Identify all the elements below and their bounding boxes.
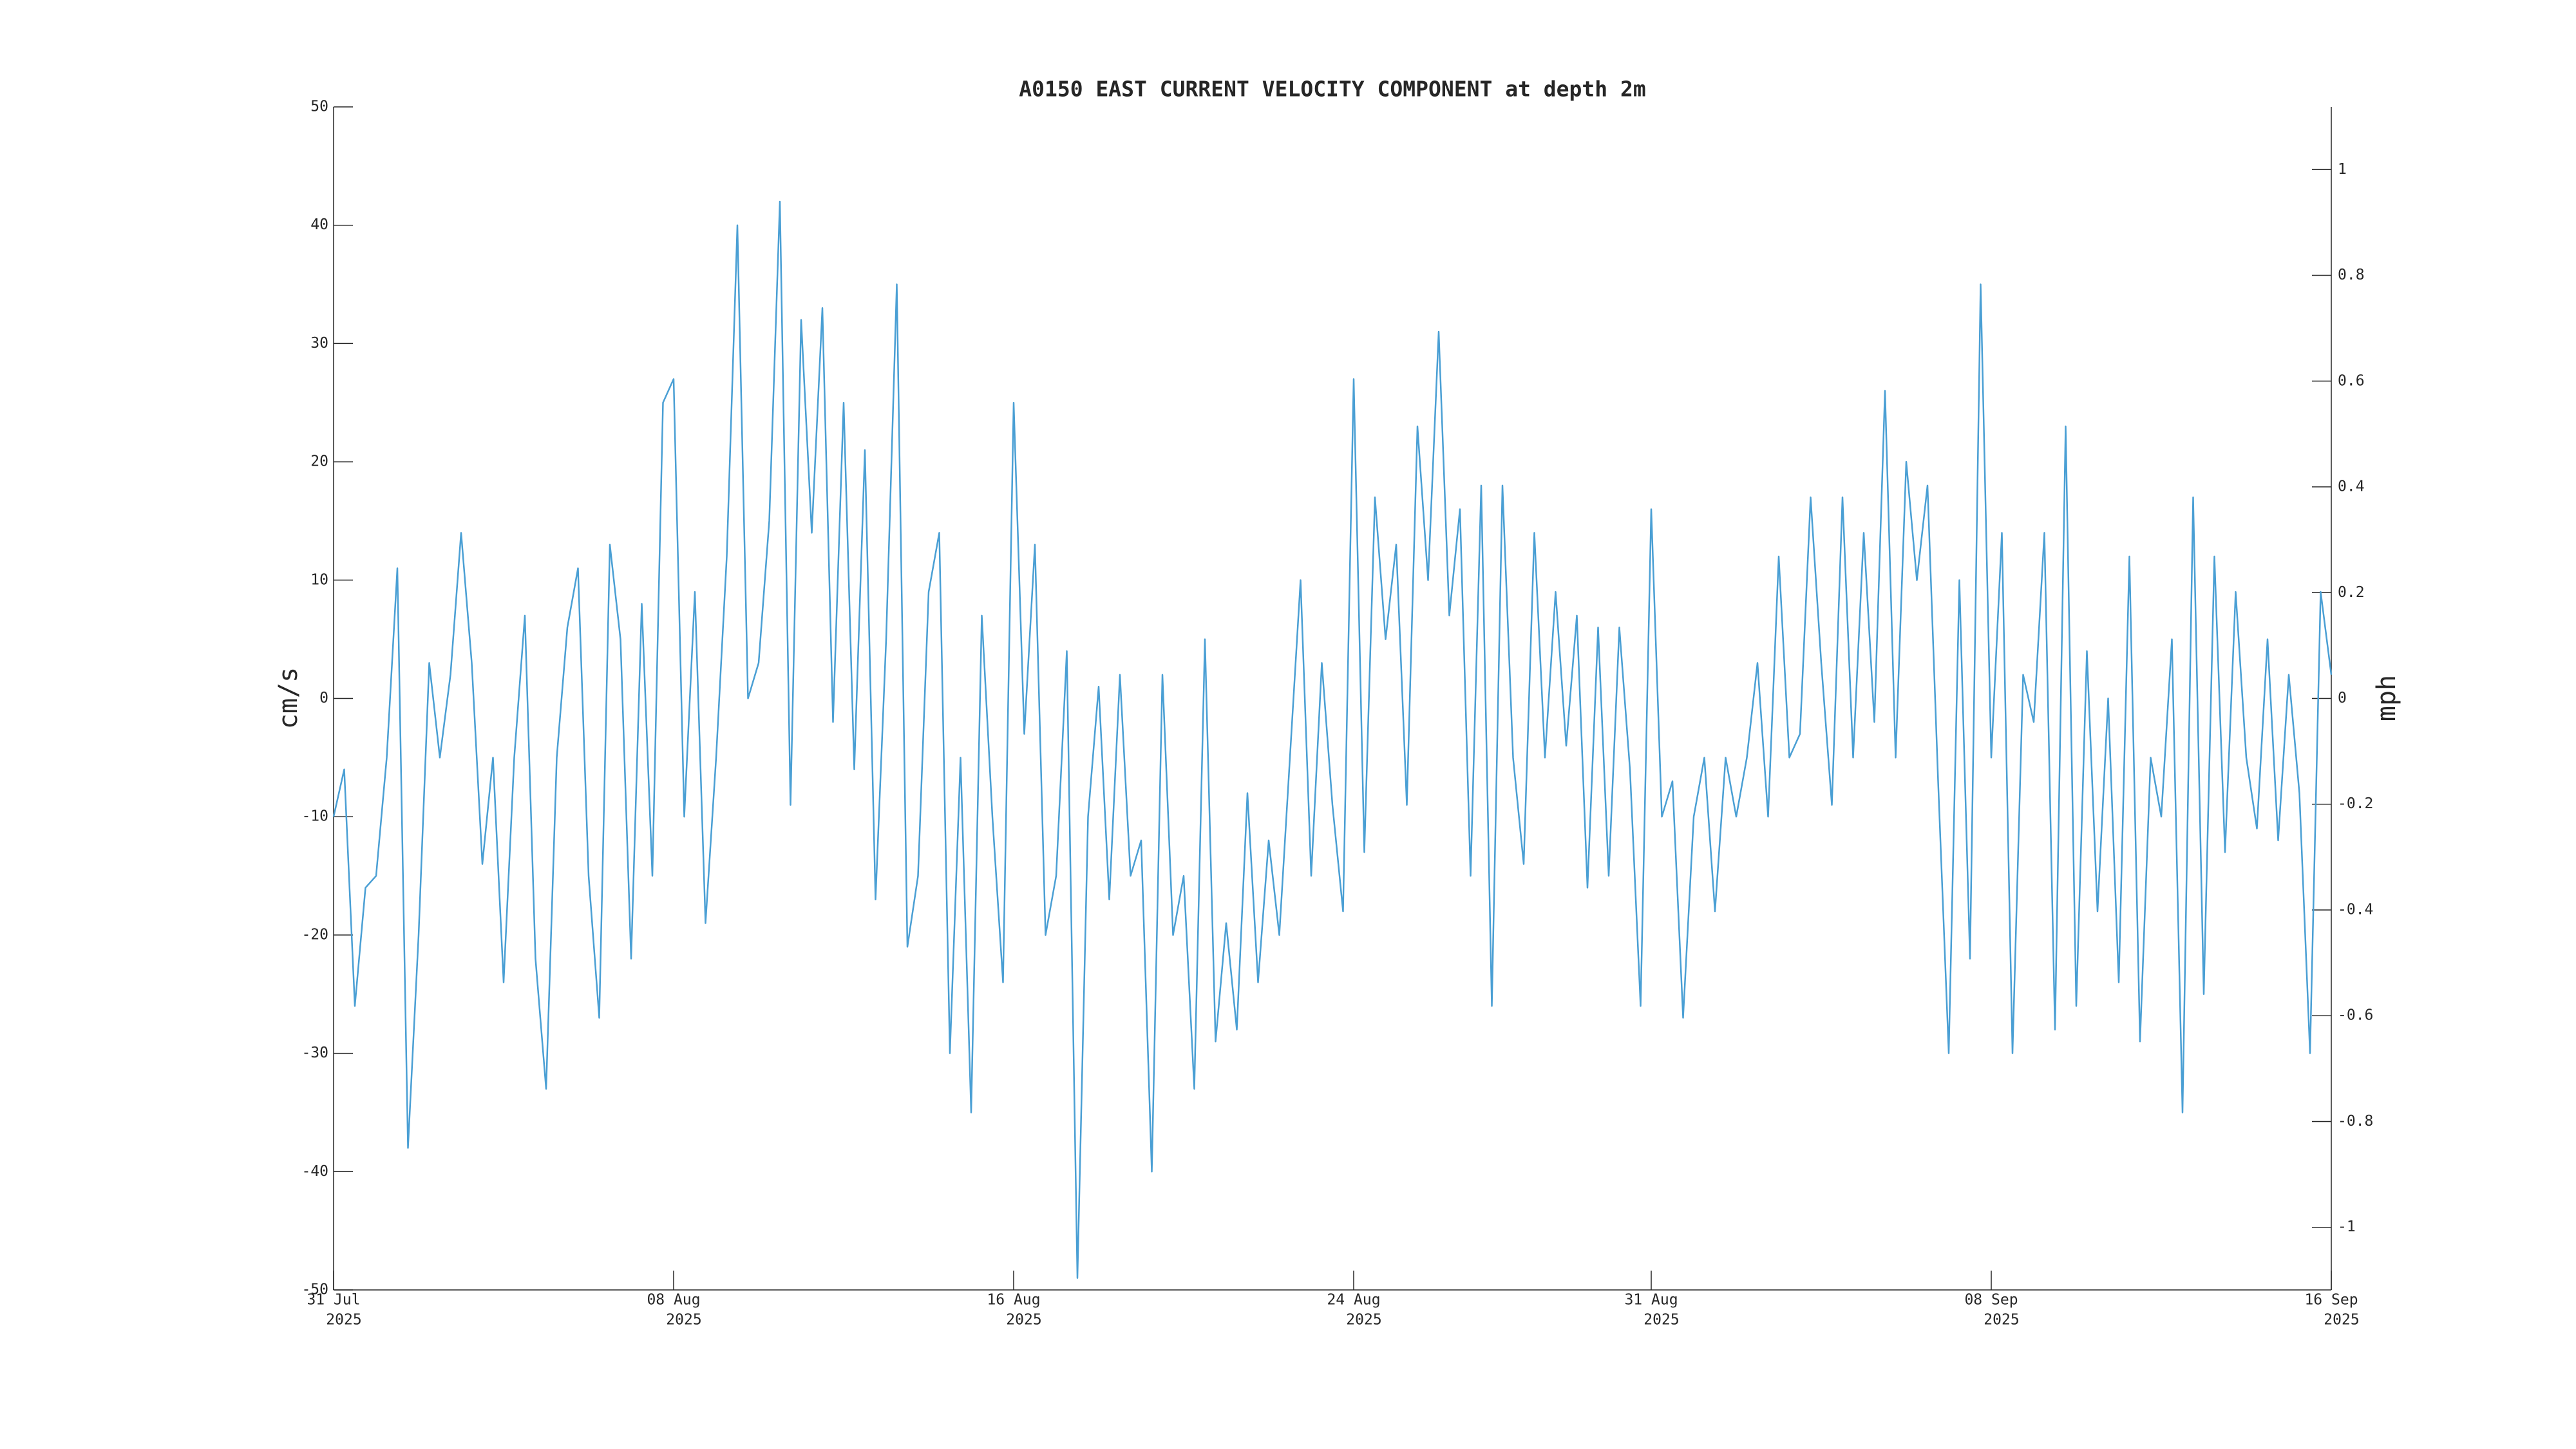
x-tick-label: 08 Aug [647, 1292, 700, 1309]
x-tick-label: 31 Aug [1624, 1292, 1678, 1309]
x-tick-label: 24 Aug [1327, 1292, 1380, 1309]
data-line [332, 200, 2333, 1279]
y-tick-label: 10 [310, 571, 328, 588]
y-tick-label: -20 [301, 926, 328, 943]
y-axis-label: cm/s [274, 667, 303, 729]
x-tick-label: 2025 [2324, 1312, 2359, 1329]
y-tick-label: 20 [310, 453, 328, 470]
y-tick-label: -50 [301, 1282, 328, 1298]
chart-title: A0150 EAST CURRENT VELOCITY COMPONENT at… [1019, 77, 1646, 102]
y2-tick-label: 0.4 [2338, 478, 2365, 495]
y2-axis-label: mph [2372, 675, 2401, 721]
y2-tick-label: 0.2 [2338, 584, 2365, 601]
y-tick-label: -40 [301, 1163, 328, 1180]
x-tick-label: 16 Sep [2304, 1292, 2358, 1309]
x-tick-label: 31 Jul [307, 1292, 360, 1309]
y-tick-label: -10 [301, 808, 328, 825]
x-tick-label: 2025 [1643, 1312, 1679, 1329]
y2-tick-label: -0.2 [2338, 795, 2373, 812]
y-tick-label: 0 [319, 690, 328, 706]
y2-tick-label: 0.6 [2338, 372, 2365, 389]
x-tick-label: 2025 [326, 1312, 361, 1329]
y2-tick-label: 0.8 [2338, 267, 2365, 283]
y-tick-label: 40 [310, 216, 328, 233]
x-tick-label: 2025 [1006, 1312, 1041, 1329]
y2-tick-label: -0.4 [2338, 901, 2373, 918]
x-tick-label: 2025 [1984, 1312, 2019, 1329]
y2-tick-label: -1 [2338, 1218, 2356, 1235]
x-tick-label: 16 Aug [987, 1292, 1040, 1309]
y-tick-label: 50 [310, 99, 328, 115]
x-tick-label: 2025 [1346, 1312, 1381, 1329]
y2-tick-label: -0.6 [2338, 1007, 2373, 1024]
y2-tick-label: 0 [2338, 690, 2347, 706]
x-tick-label: 08 Sep [1964, 1292, 2018, 1309]
y-tick-label: -30 [301, 1045, 328, 1061]
y2-tick-label: 1 [2338, 161, 2347, 178]
y2-tick-label: -0.8 [2338, 1113, 2373, 1130]
x-tick-label: 2025 [666, 1312, 701, 1329]
y-tick-label: 30 [310, 335, 328, 352]
